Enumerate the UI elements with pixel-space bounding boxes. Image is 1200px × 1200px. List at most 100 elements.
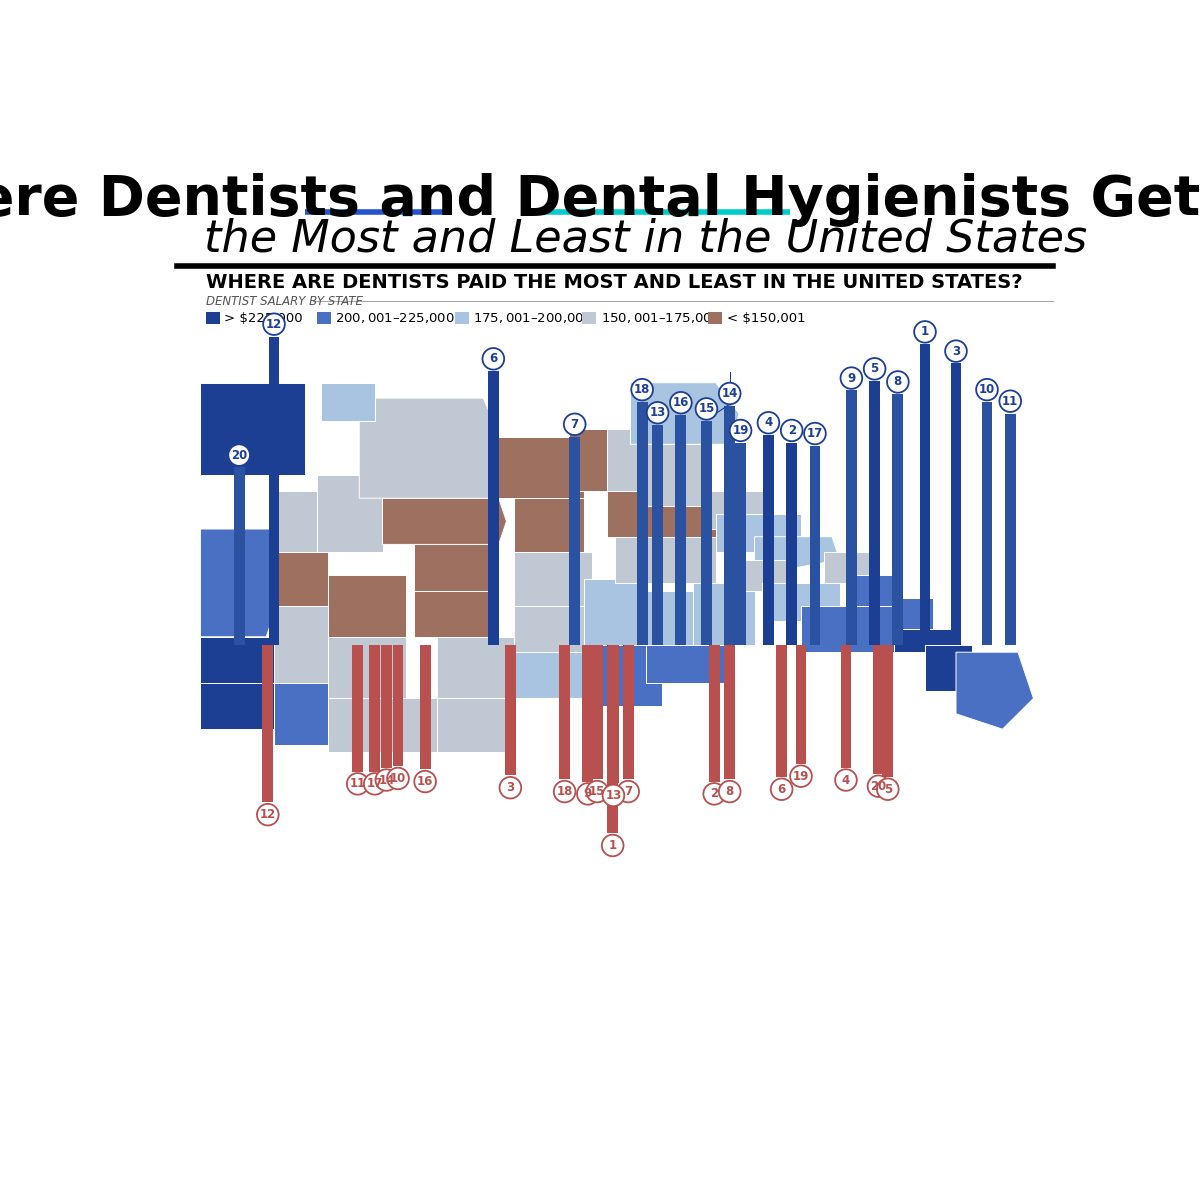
- Circle shape: [602, 785, 624, 806]
- Polygon shape: [856, 575, 894, 606]
- Text: 16: 16: [416, 775, 433, 788]
- Text: the Most and Least in the United States: the Most and Least in the United States: [204, 217, 1087, 260]
- Circle shape: [877, 779, 899, 800]
- Text: 6: 6: [778, 782, 786, 796]
- Circle shape: [376, 769, 397, 791]
- Polygon shape: [755, 536, 840, 575]
- Bar: [919, 344, 930, 644]
- Text: 2: 2: [710, 787, 719, 800]
- Text: 8: 8: [726, 785, 734, 798]
- Polygon shape: [824, 552, 878, 583]
- Circle shape: [499, 776, 521, 798]
- Circle shape: [347, 773, 368, 794]
- Bar: [810, 446, 821, 644]
- Text: 12: 12: [259, 808, 276, 821]
- Bar: [1004, 414, 1015, 644]
- Polygon shape: [802, 606, 894, 653]
- Polygon shape: [646, 444, 708, 506]
- Text: 5: 5: [870, 362, 878, 376]
- Polygon shape: [515, 606, 584, 653]
- Circle shape: [887, 371, 908, 392]
- Text: 18: 18: [634, 383, 650, 396]
- Text: 1: 1: [920, 325, 929, 338]
- Text: 20: 20: [870, 780, 887, 793]
- Polygon shape: [414, 590, 499, 637]
- Polygon shape: [584, 580, 646, 644]
- Polygon shape: [592, 644, 661, 706]
- Bar: [455, 312, 468, 324]
- Polygon shape: [708, 491, 770, 529]
- Text: 17: 17: [367, 778, 383, 791]
- Circle shape: [757, 412, 779, 433]
- Circle shape: [263, 313, 284, 335]
- Text: 13: 13: [605, 788, 622, 802]
- Polygon shape: [274, 552, 329, 606]
- Bar: [234, 468, 245, 644]
- Circle shape: [587, 781, 608, 803]
- Text: 15: 15: [589, 785, 605, 798]
- Circle shape: [770, 779, 792, 800]
- Text: $200,001 – $225,000: $200,001 – $225,000: [335, 311, 455, 325]
- Circle shape: [364, 773, 385, 794]
- Bar: [269, 336, 280, 644]
- Circle shape: [564, 414, 586, 436]
- Polygon shape: [200, 383, 305, 475]
- Polygon shape: [414, 545, 499, 590]
- Circle shape: [257, 804, 278, 826]
- Circle shape: [790, 766, 812, 787]
- Bar: [725, 406, 736, 644]
- Bar: [882, 644, 893, 776]
- Text: 4: 4: [764, 416, 773, 430]
- Bar: [786, 443, 797, 644]
- Bar: [559, 644, 570, 779]
- Polygon shape: [317, 475, 383, 552]
- Text: 9: 9: [583, 787, 592, 800]
- Bar: [869, 382, 880, 644]
- Bar: [582, 644, 593, 781]
- Circle shape: [553, 781, 576, 803]
- Circle shape: [602, 835, 624, 857]
- Text: 11: 11: [1002, 395, 1019, 408]
- Text: 3: 3: [952, 344, 960, 358]
- Polygon shape: [762, 583, 840, 622]
- Bar: [846, 390, 857, 644]
- Polygon shape: [383, 498, 506, 545]
- Text: 18: 18: [557, 785, 572, 798]
- Text: 2: 2: [787, 424, 796, 437]
- Text: 16: 16: [673, 396, 689, 409]
- Bar: [505, 644, 516, 775]
- Circle shape: [228, 444, 250, 466]
- Circle shape: [670, 392, 691, 414]
- Polygon shape: [646, 644, 731, 683]
- Text: Where Dentists and Dental Hygienists Get Paid: Where Dentists and Dental Hygienists Get…: [0, 173, 1200, 227]
- Bar: [488, 371, 499, 644]
- Polygon shape: [359, 398, 506, 498]
- Circle shape: [482, 348, 504, 370]
- Polygon shape: [437, 698, 515, 752]
- Bar: [569, 437, 580, 644]
- Circle shape: [1000, 390, 1021, 412]
- Polygon shape: [491, 437, 584, 498]
- Polygon shape: [692, 583, 755, 644]
- Text: < $150,001: < $150,001: [727, 312, 805, 324]
- Text: 7: 7: [624, 785, 632, 798]
- Bar: [763, 436, 774, 644]
- Circle shape: [946, 341, 967, 362]
- Circle shape: [631, 379, 653, 401]
- Bar: [592, 644, 602, 779]
- Polygon shape: [320, 383, 374, 421]
- Polygon shape: [329, 637, 406, 698]
- Text: 5: 5: [883, 782, 892, 796]
- Bar: [725, 644, 736, 779]
- Circle shape: [388, 768, 409, 790]
- Polygon shape: [329, 698, 437, 752]
- Polygon shape: [616, 536, 715, 583]
- Bar: [353, 644, 364, 772]
- Text: 9: 9: [847, 372, 856, 384]
- Circle shape: [840, 367, 863, 389]
- Text: 8: 8: [894, 376, 902, 389]
- Bar: [582, 312, 596, 324]
- Circle shape: [647, 402, 668, 424]
- Circle shape: [696, 398, 718, 420]
- Text: 19: 19: [793, 769, 809, 782]
